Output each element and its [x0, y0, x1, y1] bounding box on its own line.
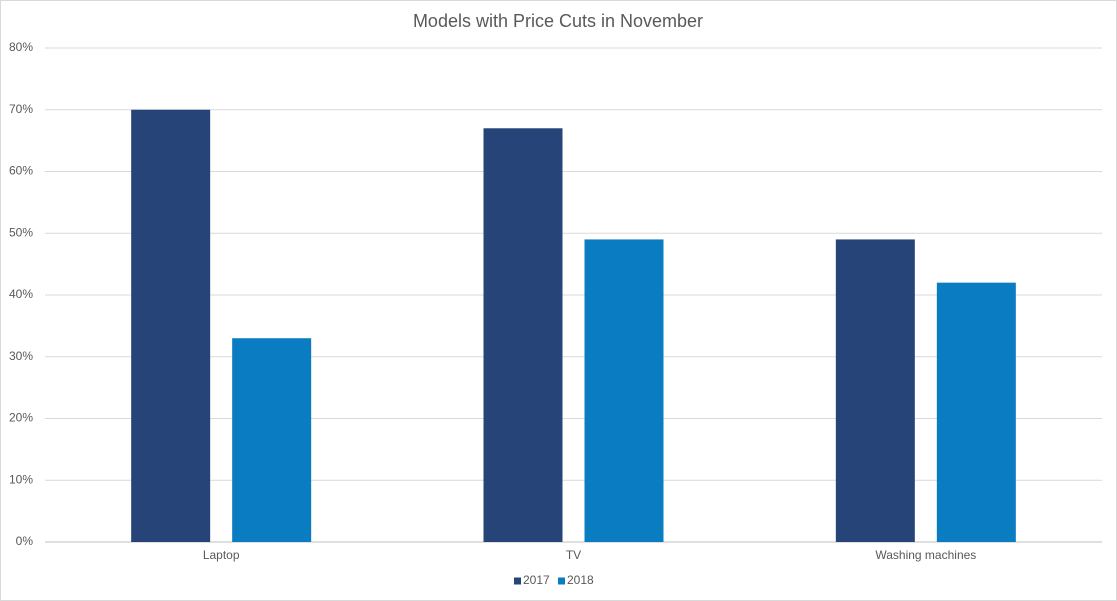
bar	[584, 239, 664, 543]
y-tick-label: 0%	[16, 534, 34, 548]
y-tick-label: 80%	[9, 40, 33, 54]
bar	[835, 239, 915, 543]
bar	[232, 338, 312, 542]
y-tick-label: 10%	[9, 472, 33, 486]
y-tick-label: 70%	[9, 102, 33, 116]
legend-label: 2018	[567, 573, 594, 587]
bar	[131, 109, 211, 542]
y-tick-label: 50%	[9, 225, 33, 239]
y-tick-label: 60%	[9, 164, 33, 178]
y-tick-label: 40%	[9, 287, 33, 301]
legend-label: 2017	[523, 573, 550, 587]
x-tick-label: TV	[566, 548, 581, 562]
y-tick-label: 30%	[9, 349, 33, 363]
y-tick-label: 20%	[9, 411, 33, 425]
legend-swatch	[514, 577, 521, 585]
bar	[936, 282, 1016, 542]
legend-swatch	[558, 577, 565, 585]
bar	[483, 128, 563, 542]
x-tick-label: Washing machines	[875, 548, 976, 562]
chart-title: Models with Price Cuts in November	[413, 11, 703, 31]
x-tick-label: Laptop	[203, 548, 240, 562]
